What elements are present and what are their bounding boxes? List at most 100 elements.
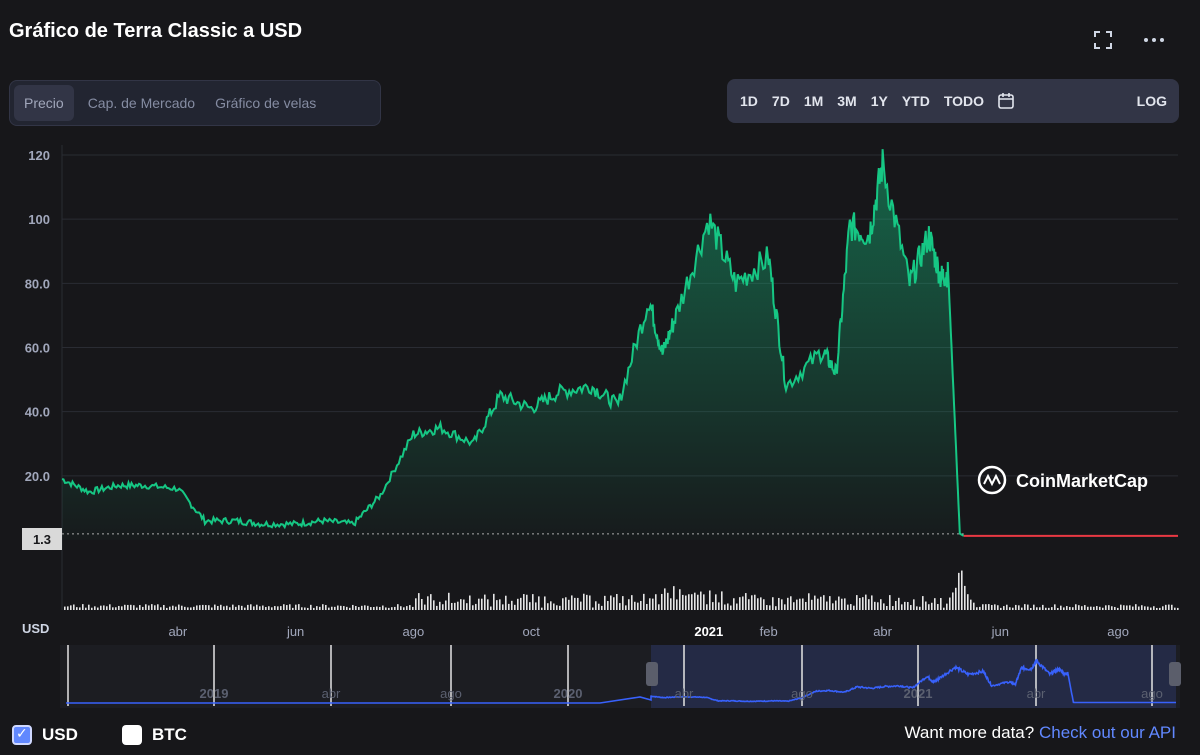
volume-bar bbox=[721, 591, 723, 610]
volume-bar bbox=[424, 604, 426, 610]
calendar-icon[interactable] bbox=[991, 92, 1021, 110]
volume-bar bbox=[388, 607, 390, 610]
volume-bar bbox=[691, 594, 693, 610]
range-ytd[interactable]: YTD bbox=[901, 93, 930, 109]
volume-bar bbox=[652, 598, 654, 610]
api-link[interactable]: Check out our API bbox=[1038, 723, 1176, 742]
chart-type-tabs: Precio Cap. de Mercado Gráfico de velas bbox=[9, 80, 381, 126]
volume-bar bbox=[337, 605, 339, 610]
volume-bar bbox=[1162, 606, 1164, 610]
volume-bar bbox=[106, 606, 108, 610]
range-todo[interactable]: TODO bbox=[943, 93, 985, 109]
volume-bar bbox=[724, 604, 726, 610]
volume-bar bbox=[907, 602, 909, 610]
range-3m[interactable]: 3M bbox=[837, 93, 857, 109]
navigator-left-handle[interactable] bbox=[646, 662, 658, 686]
volume-bar bbox=[775, 606, 777, 610]
volume-bar bbox=[829, 596, 831, 610]
volume-bar bbox=[328, 607, 330, 610]
y-tick-label: 100 bbox=[28, 212, 50, 227]
navigator-right-handle[interactable] bbox=[1169, 662, 1181, 686]
volume-bar bbox=[583, 593, 585, 610]
volume-bar bbox=[1075, 604, 1077, 610]
volume-bar bbox=[598, 603, 600, 610]
volume-bar bbox=[1126, 605, 1128, 610]
more-data-text: Want more data? bbox=[904, 723, 1035, 742]
volume-bar bbox=[757, 598, 759, 610]
fullscreen-icon[interactable] bbox=[1091, 28, 1115, 52]
range-1m[interactable]: 1M bbox=[803, 93, 824, 109]
coinmarketcap-watermark: CoinMarketCap bbox=[977, 465, 1148, 495]
volume-bar bbox=[958, 572, 960, 610]
more-icon[interactable] bbox=[1142, 28, 1166, 52]
volume-bar bbox=[376, 606, 378, 610]
volume-bar bbox=[874, 601, 876, 610]
volume-bar bbox=[799, 598, 801, 610]
volume-bar bbox=[610, 595, 612, 610]
volume-bar bbox=[1171, 604, 1173, 610]
volume-bar bbox=[943, 607, 945, 610]
volume-bar bbox=[169, 606, 171, 610]
usd-checkbox[interactable]: USD bbox=[12, 725, 78, 745]
volume-bar bbox=[712, 602, 714, 610]
volume-bar bbox=[253, 606, 255, 610]
volume-bar bbox=[790, 596, 792, 610]
volume-bar bbox=[979, 606, 981, 610]
range-1d[interactable]: 1D bbox=[740, 93, 758, 109]
volume-bar bbox=[877, 602, 879, 610]
usd-check-icon[interactable] bbox=[12, 725, 32, 745]
volume-bar bbox=[109, 604, 111, 610]
volume-bar bbox=[346, 606, 348, 610]
volume-bar bbox=[856, 595, 858, 610]
volume-bar bbox=[766, 605, 768, 610]
btc-check-icon[interactable] bbox=[122, 725, 142, 745]
tab-grafico-de-velas[interactable]: Gráfico de velas bbox=[215, 95, 317, 111]
volume-bar bbox=[1159, 607, 1161, 610]
volume-bar bbox=[1102, 607, 1104, 610]
volume-bar bbox=[1069, 606, 1071, 610]
volume-bar bbox=[205, 605, 207, 610]
btc-checkbox[interactable]: BTC bbox=[122, 725, 187, 745]
log-scale-toggle[interactable]: LOG bbox=[1136, 93, 1167, 109]
volume-bar bbox=[1147, 606, 1149, 610]
volume-bar bbox=[301, 607, 303, 610]
volume-bar bbox=[469, 595, 471, 610]
volume-bar bbox=[529, 602, 531, 610]
range-1y[interactable]: 1Y bbox=[870, 93, 888, 109]
volume-bar bbox=[997, 605, 999, 610]
volume-bar bbox=[481, 598, 483, 610]
volume-bar bbox=[895, 600, 897, 610]
volume-bar bbox=[991, 605, 993, 610]
volume-bar bbox=[502, 604, 504, 610]
y-tick-label: 80.0 bbox=[25, 276, 50, 291]
volume-bar bbox=[1099, 606, 1101, 610]
volume-bar bbox=[913, 599, 915, 610]
volume-bar bbox=[580, 601, 582, 610]
x-tick-label: feb bbox=[760, 624, 778, 639]
current-price-tag bbox=[22, 528, 62, 550]
volume-bar bbox=[571, 595, 573, 610]
volume-bar bbox=[640, 600, 642, 610]
volume-bar bbox=[1087, 606, 1089, 610]
volume-bar bbox=[595, 601, 597, 610]
volume-bar bbox=[1021, 607, 1023, 610]
volume-bar bbox=[1111, 606, 1113, 610]
volume-bar bbox=[1123, 605, 1125, 610]
volume-bar bbox=[172, 605, 174, 610]
navigator-selection[interactable] bbox=[651, 645, 1176, 708]
tab-precio[interactable]: Precio bbox=[14, 85, 74, 121]
volume-bar bbox=[520, 597, 522, 610]
volume-bar bbox=[1063, 607, 1065, 610]
volume-bar bbox=[889, 595, 891, 610]
volume-bar bbox=[793, 602, 795, 610]
x-tick-label: jun bbox=[286, 624, 304, 639]
volume-bar bbox=[835, 600, 837, 610]
volume-bar bbox=[709, 590, 711, 610]
volume-bar bbox=[304, 607, 306, 610]
x-tick-label: 2021 bbox=[694, 624, 723, 639]
volume-bar bbox=[496, 600, 498, 610]
range-7d[interactable]: 7D bbox=[771, 93, 790, 109]
tab-cap-de-mercado[interactable]: Cap. de Mercado bbox=[87, 95, 196, 111]
volume-bar bbox=[463, 599, 465, 610]
volume-bar bbox=[1129, 605, 1131, 610]
